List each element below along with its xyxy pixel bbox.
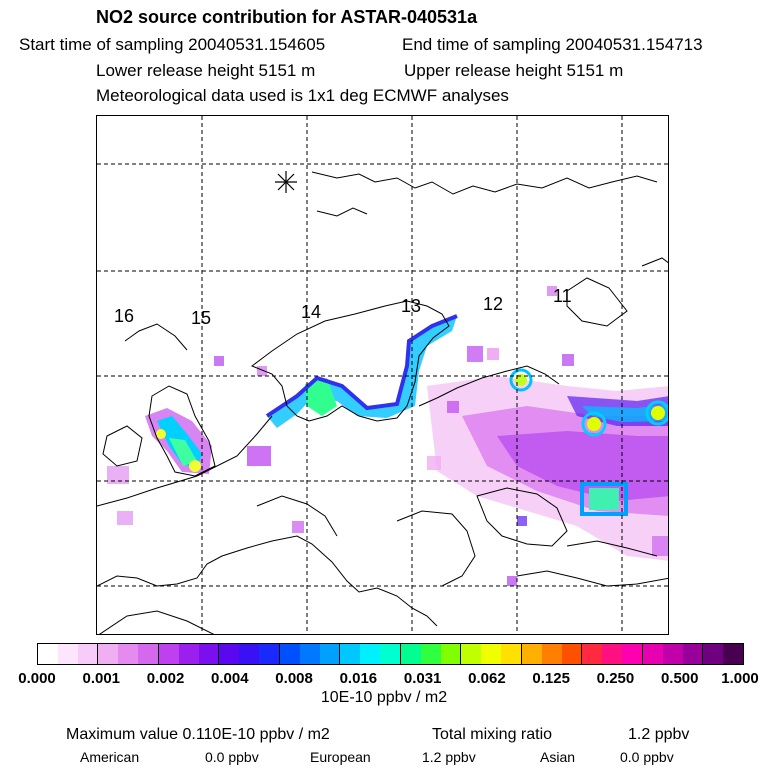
concentration-field bbox=[107, 286, 668, 586]
color-scale-cell bbox=[57, 644, 78, 664]
time-label-14: 14 bbox=[301, 302, 321, 322]
color-scale-cell bbox=[360, 644, 381, 664]
color-scale-cell bbox=[198, 644, 220, 664]
color-scale-cell bbox=[561, 644, 583, 664]
color-scale-cell bbox=[77, 644, 99, 664]
color-scale-cell bbox=[440, 644, 462, 664]
color-scale-unit: 10E-10 ppbv / m2 bbox=[320, 689, 448, 706]
total-mixing-value: 1.2 ppbv bbox=[628, 726, 690, 743]
color-scale-cell bbox=[178, 644, 199, 664]
color-scale-cell bbox=[400, 644, 421, 664]
color-scale-cell bbox=[319, 644, 341, 664]
map-panel: 16 15 14 13 12 11 bbox=[96, 115, 669, 635]
color-scale-cell bbox=[420, 644, 441, 664]
color-scale-cell bbox=[541, 644, 562, 664]
coastlines bbox=[97, 171, 668, 634]
map-canvas: 16 15 14 13 12 11 bbox=[97, 116, 668, 634]
color-scale-tick-label: 0.031 bbox=[403, 670, 442, 687]
color-scale-cell bbox=[299, 644, 320, 664]
color-scale-cell bbox=[380, 644, 401, 664]
color-scale-cell bbox=[279, 644, 300, 664]
color-scale-cell bbox=[602, 644, 623, 664]
max-value-label: Maximum value 0.110E-10 ppbv / m2 bbox=[66, 726, 330, 743]
american-value: 0.0 ppbv bbox=[205, 749, 259, 765]
european-label: European bbox=[310, 749, 371, 765]
color-scale-tick-label: 0.004 bbox=[211, 670, 249, 687]
color-scale-bar bbox=[37, 643, 744, 665]
color-scale-cell bbox=[723, 644, 743, 664]
color-scale-cell bbox=[622, 644, 643, 664]
color-scale-cell bbox=[118, 644, 139, 664]
color-scale-tick-label: 1.000 bbox=[721, 670, 759, 687]
asian-label: Asian bbox=[540, 749, 576, 765]
end-time-label: End time of sampling 20040531.154713 bbox=[402, 35, 703, 54]
american-label: American bbox=[80, 749, 140, 765]
color-scale-tick-label: 0.016 bbox=[339, 670, 378, 687]
time-label-12: 12 bbox=[483, 294, 503, 314]
color-scale-cell bbox=[501, 644, 522, 664]
color-scale-tick-label: 0.250 bbox=[596, 670, 635, 687]
color-scale-cell bbox=[461, 644, 482, 664]
color-scale-tick-label: 0.001 bbox=[82, 670, 121, 687]
color-scale-tick-label: 0.125 bbox=[532, 670, 570, 687]
color-scale-tick-label: 0.000 bbox=[18, 670, 56, 687]
lower-height-label: Lower release height 5151 m bbox=[96, 61, 316, 80]
asian-value: 0.0 ppbv bbox=[620, 749, 674, 765]
color-scale-tick-label: 0.002 bbox=[146, 670, 185, 687]
color-scale-cell bbox=[259, 644, 280, 664]
total-mixing-label: Total mixing ratio bbox=[432, 726, 553, 743]
time-label-11: 11 bbox=[553, 286, 572, 306]
color-scale-cell bbox=[582, 644, 603, 664]
color-scale-cell bbox=[642, 644, 663, 664]
plot-title: NO2 source contribution for ASTAR-040531… bbox=[96, 7, 478, 27]
color-scale-cell bbox=[38, 644, 58, 664]
met-data-label: Meteorological data used is 1x1 deg ECMW… bbox=[96, 86, 509, 105]
upper-height-label: Upper release height 5151 m bbox=[404, 61, 624, 80]
start-time-label: Start time of sampling 20040531.154605 bbox=[19, 35, 326, 54]
release-point-icon bbox=[275, 171, 297, 193]
color-scale-cell bbox=[703, 644, 724, 664]
time-label-15: 15 bbox=[191, 308, 211, 328]
time-label-16: 16 bbox=[114, 306, 134, 326]
color-scale-cell bbox=[340, 644, 361, 664]
color-scale-tick-label: 0.008 bbox=[275, 670, 313, 687]
time-label-13: 13 bbox=[401, 296, 421, 316]
european-value: 1.2 ppbv bbox=[422, 749, 476, 765]
color-scale-cell bbox=[521, 644, 542, 664]
color-scale-cell bbox=[219, 644, 240, 664]
color-scale-cell bbox=[239, 644, 260, 664]
color-scale-cell bbox=[481, 644, 502, 664]
color-scale-cell bbox=[662, 644, 683, 664]
color-scale-cell bbox=[98, 644, 119, 664]
color-scale-tick-label: 0.500 bbox=[660, 670, 699, 687]
color-scale-cell bbox=[682, 644, 704, 664]
color-scale-cell bbox=[158, 644, 179, 664]
color-scale-cell bbox=[138, 644, 159, 664]
graticule bbox=[97, 116, 668, 634]
color-scale-tick-label: 0.062 bbox=[468, 670, 506, 687]
